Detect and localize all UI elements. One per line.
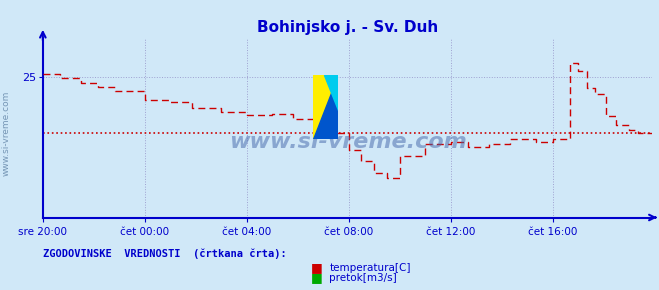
Polygon shape [324,75,338,110]
Text: www.si-vreme.com: www.si-vreme.com [2,91,11,176]
Text: temperatura[C]: temperatura[C] [330,263,411,273]
Polygon shape [313,75,338,139]
Text: ZGODOVINSKE  VREDNOSTI  (črtkana črta):: ZGODOVINSKE VREDNOSTI (črtkana črta): [43,248,287,259]
Text: pretok[m3/s]: pretok[m3/s] [330,273,397,283]
Polygon shape [313,75,338,139]
Text: ■: ■ [311,261,323,274]
Title: Bohinjsko j. - Sv. Duh: Bohinjsko j. - Sv. Duh [257,20,438,35]
Text: www.si-vreme.com: www.si-vreme.com [229,132,467,152]
Text: ■: ■ [311,271,323,284]
